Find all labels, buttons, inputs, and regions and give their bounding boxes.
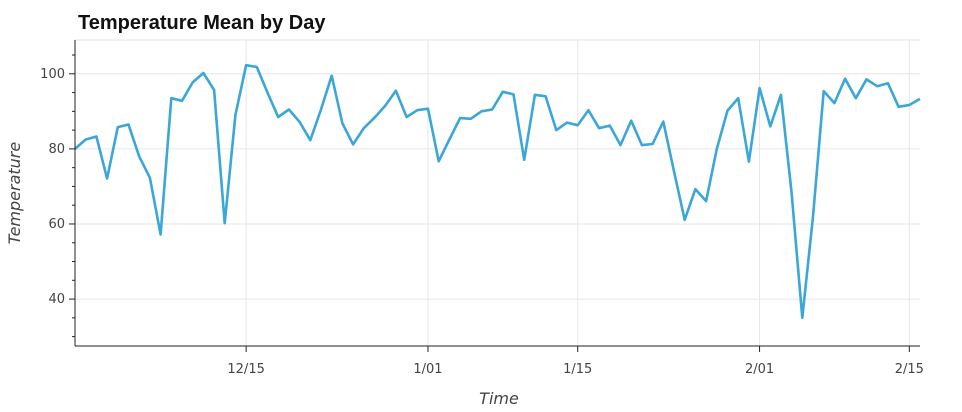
temperature-series-line (74, 63, 921, 320)
y-tick-label: 100 (40, 67, 65, 82)
tick-labels: 40 60 80 100 12/15 1/01 1/15 2/01 2/15 (40, 67, 924, 377)
y-tick-label: 60 (48, 217, 65, 232)
x-tick-label: 2/15 (895, 362, 924, 377)
x-tick-label: 1/15 (563, 362, 592, 377)
series-layer (74, 63, 921, 320)
axes (69, 40, 920, 352)
x-tick-label: 1/01 (413, 362, 442, 377)
y-tick-label: 80 (48, 142, 65, 157)
x-tick-label: 2/01 (745, 362, 774, 377)
y-axis-label: Temperature (5, 142, 24, 245)
x-tick-label: 12/15 (227, 362, 264, 377)
x-axis-label: Time (479, 389, 519, 408)
y-tick-label: 40 (48, 292, 65, 307)
grid (75, 39, 920, 346)
chart-title: Temperature Mean by Day (78, 12, 326, 34)
